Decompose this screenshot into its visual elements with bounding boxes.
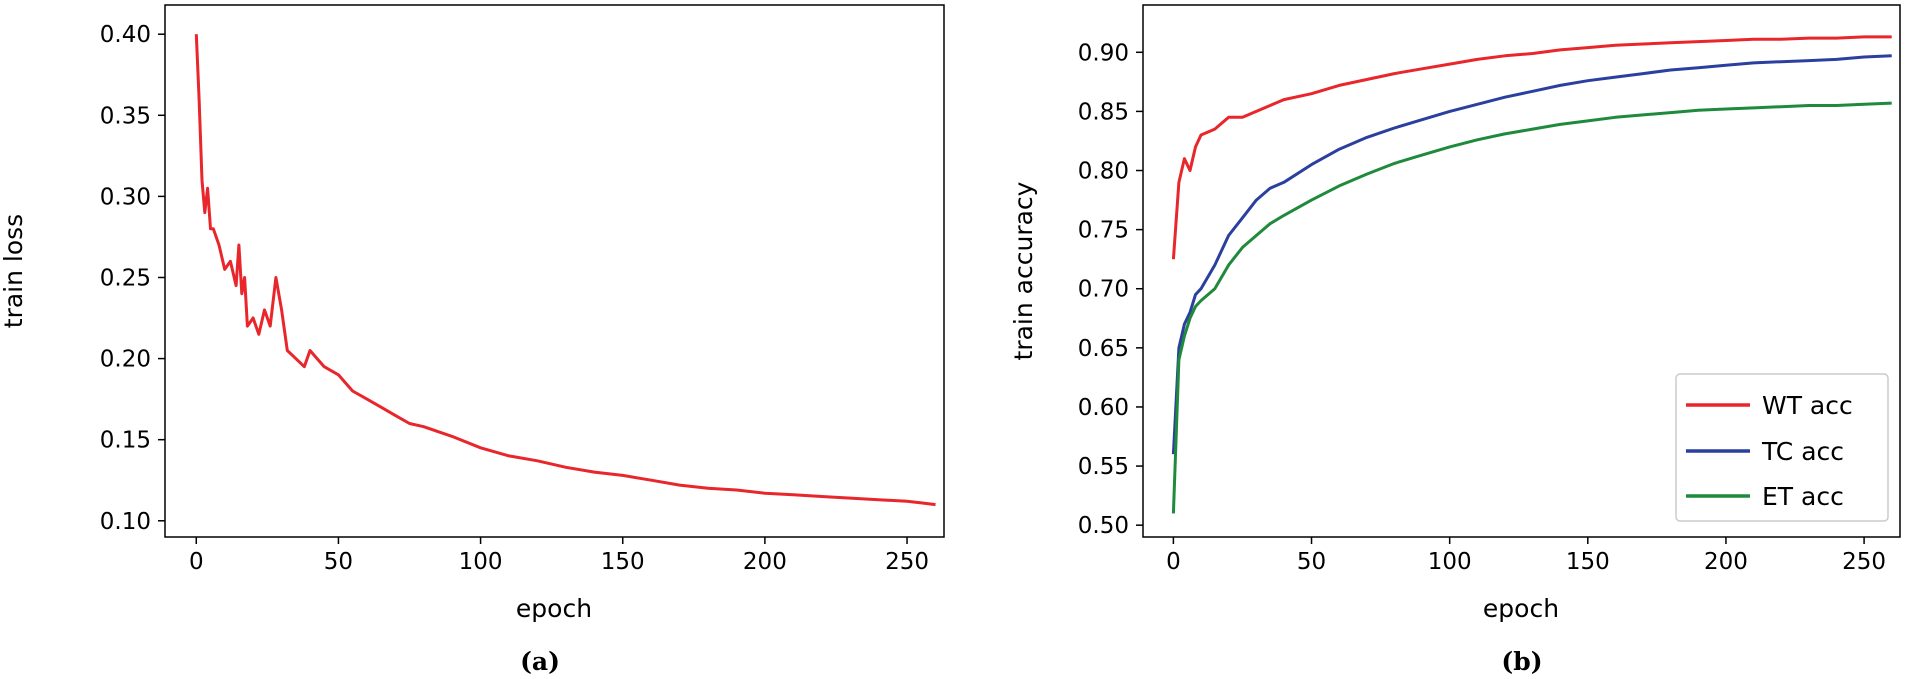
panel-caption: (a) <box>520 647 560 676</box>
x-tick-label: 50 <box>1297 549 1326 575</box>
y-tick-label: 0.50 <box>1078 513 1129 539</box>
legend-label-wt: WT acc <box>1762 391 1853 420</box>
series-line-tc-acc <box>1171 54 1892 455</box>
series-line-et-acc <box>1171 101 1892 514</box>
y-tick-label: 0.90 <box>1078 40 1129 66</box>
y-tick-label: 0.30 <box>100 184 151 210</box>
x-tick-label: 100 <box>459 549 503 575</box>
x-tick-label: 250 <box>1842 549 1886 575</box>
series-lines <box>194 34 936 507</box>
series-lines <box>1171 35 1892 514</box>
plot-frame <box>164 4 945 538</box>
series-line-wt-acc <box>1171 35 1892 260</box>
y-tick-label: 0.15 <box>100 428 151 454</box>
x-tick-label: 150 <box>601 549 645 575</box>
x-tick-label: 50 <box>324 549 353 575</box>
legend-label-tc: TC acc <box>1761 437 1844 466</box>
y-axis-label: train accuracy <box>1009 181 1038 360</box>
x-tick-label: 0 <box>189 549 204 575</box>
x-tick-label: 100 <box>1428 549 1472 575</box>
x-tick-label: 200 <box>1704 549 1748 575</box>
panel-a: 0 50 100 150 200 250 0.10 0.15 0.20 0.25 0.30 0.35… <box>0 4 945 676</box>
x-ticks: 0 50 100 150 200 250 <box>1166 537 1886 575</box>
y-tick-label: 0.65 <box>1078 336 1129 362</box>
x-axis-label: epoch <box>1483 594 1559 623</box>
panel-caption: (b) <box>1501 647 1542 676</box>
x-ticks: 0 50 100 150 200 250 <box>189 537 929 575</box>
y-tick-label: 0.25 <box>100 265 151 291</box>
y-ticks: 0.10 0.15 0.20 0.25 0.30 0.35 0.40 <box>100 22 165 535</box>
y-tick-label: 0.80 <box>1078 159 1129 185</box>
x-tick-label: 150 <box>1566 549 1610 575</box>
x-axis-label: epoch <box>516 594 592 623</box>
x-tick-label: 250 <box>885 549 929 575</box>
y-tick-label: 0.85 <box>1078 99 1129 125</box>
y-tick-label: 0.35 <box>100 103 151 129</box>
legend-label-et: ET acc <box>1762 482 1844 511</box>
panel-b: 0 50 100 150 200 250 0.50 0.55 0.60 0.65 0.70 0.75… <box>1009 4 1901 676</box>
y-tick-label: 0.55 <box>1078 454 1129 480</box>
series-line-0 <box>194 34 936 507</box>
y-tick-label: 0.70 <box>1078 277 1129 303</box>
y-tick-label: 0.40 <box>100 22 151 48</box>
y-tick-label: 0.20 <box>100 347 151 373</box>
x-tick-label: 200 <box>743 549 787 575</box>
y-tick-label: 0.75 <box>1078 218 1129 244</box>
y-ticks: 0.50 0.55 0.60 0.65 0.70 0.75 0.80 0.85 0.90 <box>1078 40 1143 539</box>
x-tick-label: 0 <box>1166 549 1181 575</box>
legend-box <box>1675 373 1889 522</box>
legend: WT acc TC acc ET acc <box>1675 373 1889 522</box>
y-tick-label: 0.10 <box>100 509 151 535</box>
y-axis-label: train loss <box>0 214 28 328</box>
y-tick-label: 0.60 <box>1078 395 1129 421</box>
plot-frame <box>1142 4 1901 538</box>
